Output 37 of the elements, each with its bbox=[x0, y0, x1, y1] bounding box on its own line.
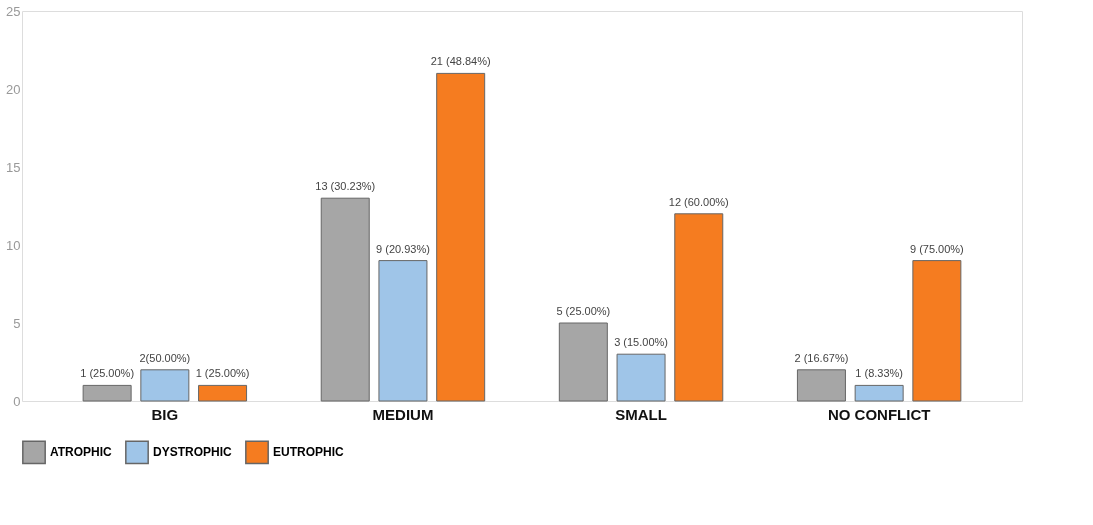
data-label: 1 (25.00%) bbox=[80, 367, 135, 380]
data-label: 9 (75.00%) bbox=[909, 242, 964, 255]
y-tick-label: 10 bbox=[6, 237, 21, 253]
data-label: 12 (60.00%) bbox=[668, 195, 729, 208]
data-label: 2 (16.67%) bbox=[794, 351, 849, 364]
y-tick-label: 15 bbox=[6, 159, 21, 175]
y-tick-label: 20 bbox=[6, 81, 21, 97]
y-tick-label: 25 bbox=[6, 3, 21, 19]
x-tick-label: BIG bbox=[151, 405, 179, 423]
bar bbox=[140, 369, 190, 402]
legend-label: ATROPHIC bbox=[50, 445, 113, 460]
x-tick-label: NO CONFLICT bbox=[827, 405, 931, 423]
legend-label: DYSTROPHIC bbox=[153, 445, 233, 460]
bar bbox=[558, 322, 608, 402]
x-tick-label: MEDIUM bbox=[372, 405, 434, 423]
data-label: 9 (20.93%) bbox=[376, 242, 430, 255]
bar bbox=[674, 213, 724, 402]
data-label: 1 (25.00%) bbox=[195, 367, 250, 380]
data-label: 13 (30.23%) bbox=[315, 180, 376, 193]
data-label: 5 (25.00%) bbox=[556, 305, 611, 317]
y-tick-label: 0 bbox=[13, 393, 21, 409]
bar bbox=[436, 72, 486, 402]
bar bbox=[320, 197, 370, 402]
bar bbox=[912, 260, 962, 402]
data-label: 3 (15.00%) bbox=[614, 336, 668, 349]
bar bbox=[82, 384, 132, 402]
data-label: 21 (48.84%) bbox=[430, 55, 491, 68]
bar bbox=[854, 384, 904, 402]
bar bbox=[616, 353, 666, 402]
bar bbox=[198, 384, 248, 402]
y-tick-label: 5 bbox=[13, 315, 21, 331]
data-label: 2(50.00%) bbox=[139, 351, 191, 364]
data-label: 1 (8.33%) bbox=[855, 367, 903, 380]
legend-label: EUTROPHIC bbox=[273, 445, 344, 460]
x-tick-label: SMALL bbox=[615, 405, 667, 423]
bar bbox=[796, 369, 846, 402]
bar bbox=[378, 260, 428, 402]
